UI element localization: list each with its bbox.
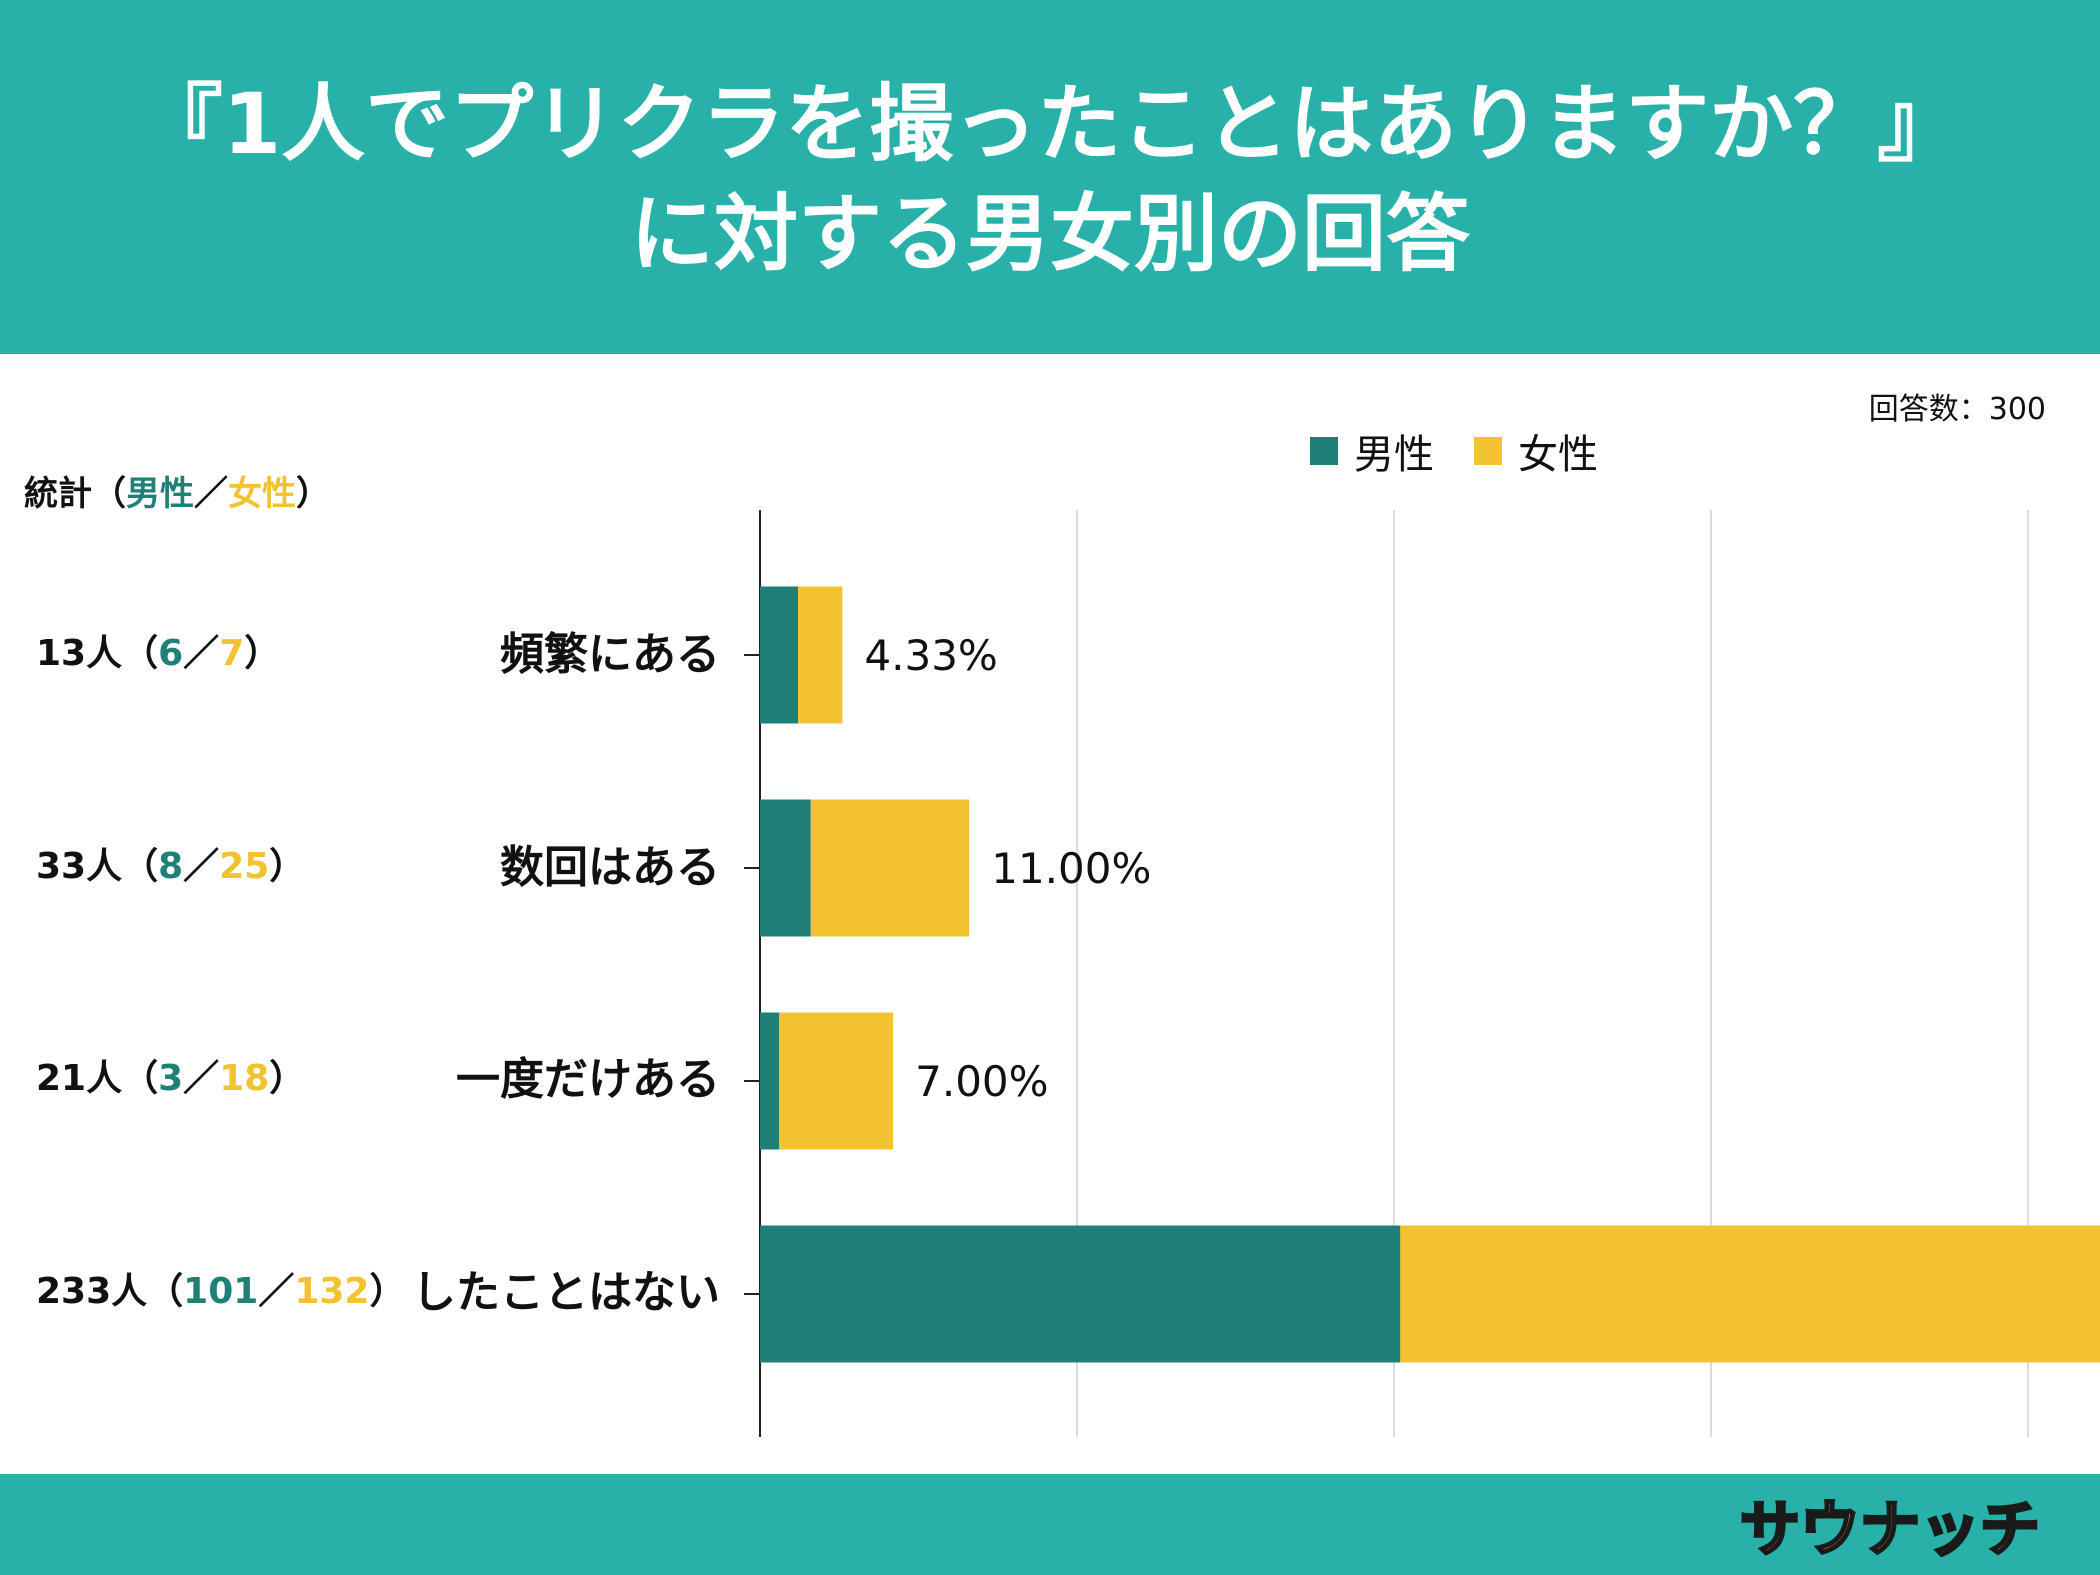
bar-segment-female bbox=[810, 799, 970, 937]
category-label: 頻繁にある bbox=[500, 629, 720, 680]
stat-male: 3 bbox=[158, 1058, 184, 1099]
category-label: したことはない bbox=[412, 1267, 720, 1318]
stat-end: ） bbox=[269, 846, 306, 887]
legend-item-male: 男性 bbox=[1310, 422, 1434, 480]
stat-row: 233人（101／132） bbox=[36, 1268, 406, 1316]
stat-male: 6 bbox=[158, 633, 184, 674]
stat-sep: ／ bbox=[183, 1058, 220, 1099]
legend-swatch-male bbox=[1310, 437, 1338, 465]
stats-heading: 統計（男性／女性） bbox=[24, 466, 330, 515]
category-label: 数回はある bbox=[500, 842, 720, 893]
header-banner: 『1人でプリクラを撮ったことはありますか？』 に対する男女別の回答 bbox=[0, 0, 2100, 354]
bar-segment-female bbox=[798, 586, 843, 724]
bar-segment-male bbox=[760, 586, 799, 724]
stats-heading-suffix: ） bbox=[296, 474, 330, 514]
stat-male: 101 bbox=[183, 1271, 259, 1312]
logo-text: サウナッチ bbox=[1739, 1493, 2042, 1566]
stat-female: 7 bbox=[219, 633, 245, 674]
respondent-count: 回答数：300 bbox=[1868, 392, 2046, 427]
legend-swatch-female bbox=[1474, 437, 1502, 465]
stat-male: 8 bbox=[158, 846, 184, 887]
bar-segment-female bbox=[779, 1012, 894, 1150]
stat-row: 33人（8／25） bbox=[36, 843, 305, 891]
page-title-line-1: 『1人でプリクラを撮ったことはありますか？』 bbox=[138, 75, 1962, 173]
stat-total: 13人（ bbox=[36, 633, 159, 674]
stat-total: 233人（ bbox=[36, 1271, 184, 1312]
legend-label-female: 女性 bbox=[1518, 432, 1598, 478]
stat-sep: ／ bbox=[258, 1271, 295, 1312]
stat-row: 21人（3／18） bbox=[36, 1055, 305, 1103]
bar-segment-male bbox=[760, 1012, 780, 1150]
page-title-line-2: に対する男女別の回答 bbox=[629, 185, 1470, 283]
stat-end: ） bbox=[369, 1271, 406, 1312]
stat-total: 21人（ bbox=[36, 1058, 159, 1099]
data-label: 4.33% bbox=[864, 631, 997, 680]
bar-segment-male bbox=[760, 799, 811, 937]
legend-item-female: 女性 bbox=[1474, 422, 1598, 480]
data-label: 11.00% bbox=[991, 844, 1151, 893]
stat-row: 13人（6／7） bbox=[36, 630, 280, 678]
legend-label-male: 男性 bbox=[1354, 432, 1434, 478]
bar-segment-male bbox=[760, 1225, 1401, 1363]
stat-sep: ／ bbox=[183, 633, 220, 674]
data-label: 7.00% bbox=[915, 1057, 1048, 1106]
chart-legend: 男性 女性 bbox=[1310, 422, 1638, 480]
stats-heading-prefix: 統計（ bbox=[24, 474, 126, 514]
stat-end: ） bbox=[269, 1058, 306, 1099]
stat-female: 18 bbox=[219, 1058, 270, 1099]
category-label: 一度だけある bbox=[456, 1054, 720, 1105]
stats-heading-female: 女性 bbox=[228, 474, 296, 514]
stat-female: 132 bbox=[294, 1271, 370, 1312]
stats-heading-male: 男性 bbox=[126, 474, 194, 514]
brand-logo: サウナッチ bbox=[1739, 1488, 2042, 1566]
stat-end: ） bbox=[244, 633, 281, 674]
stat-total: 33人（ bbox=[36, 846, 159, 887]
stat-sep: ／ bbox=[183, 846, 220, 887]
bar-segment-female bbox=[1400, 1225, 2100, 1363]
footer-banner: サウナッチ bbox=[0, 1474, 2100, 1575]
stats-heading-sep: ／ bbox=[194, 474, 228, 514]
stat-female: 25 bbox=[219, 846, 270, 887]
